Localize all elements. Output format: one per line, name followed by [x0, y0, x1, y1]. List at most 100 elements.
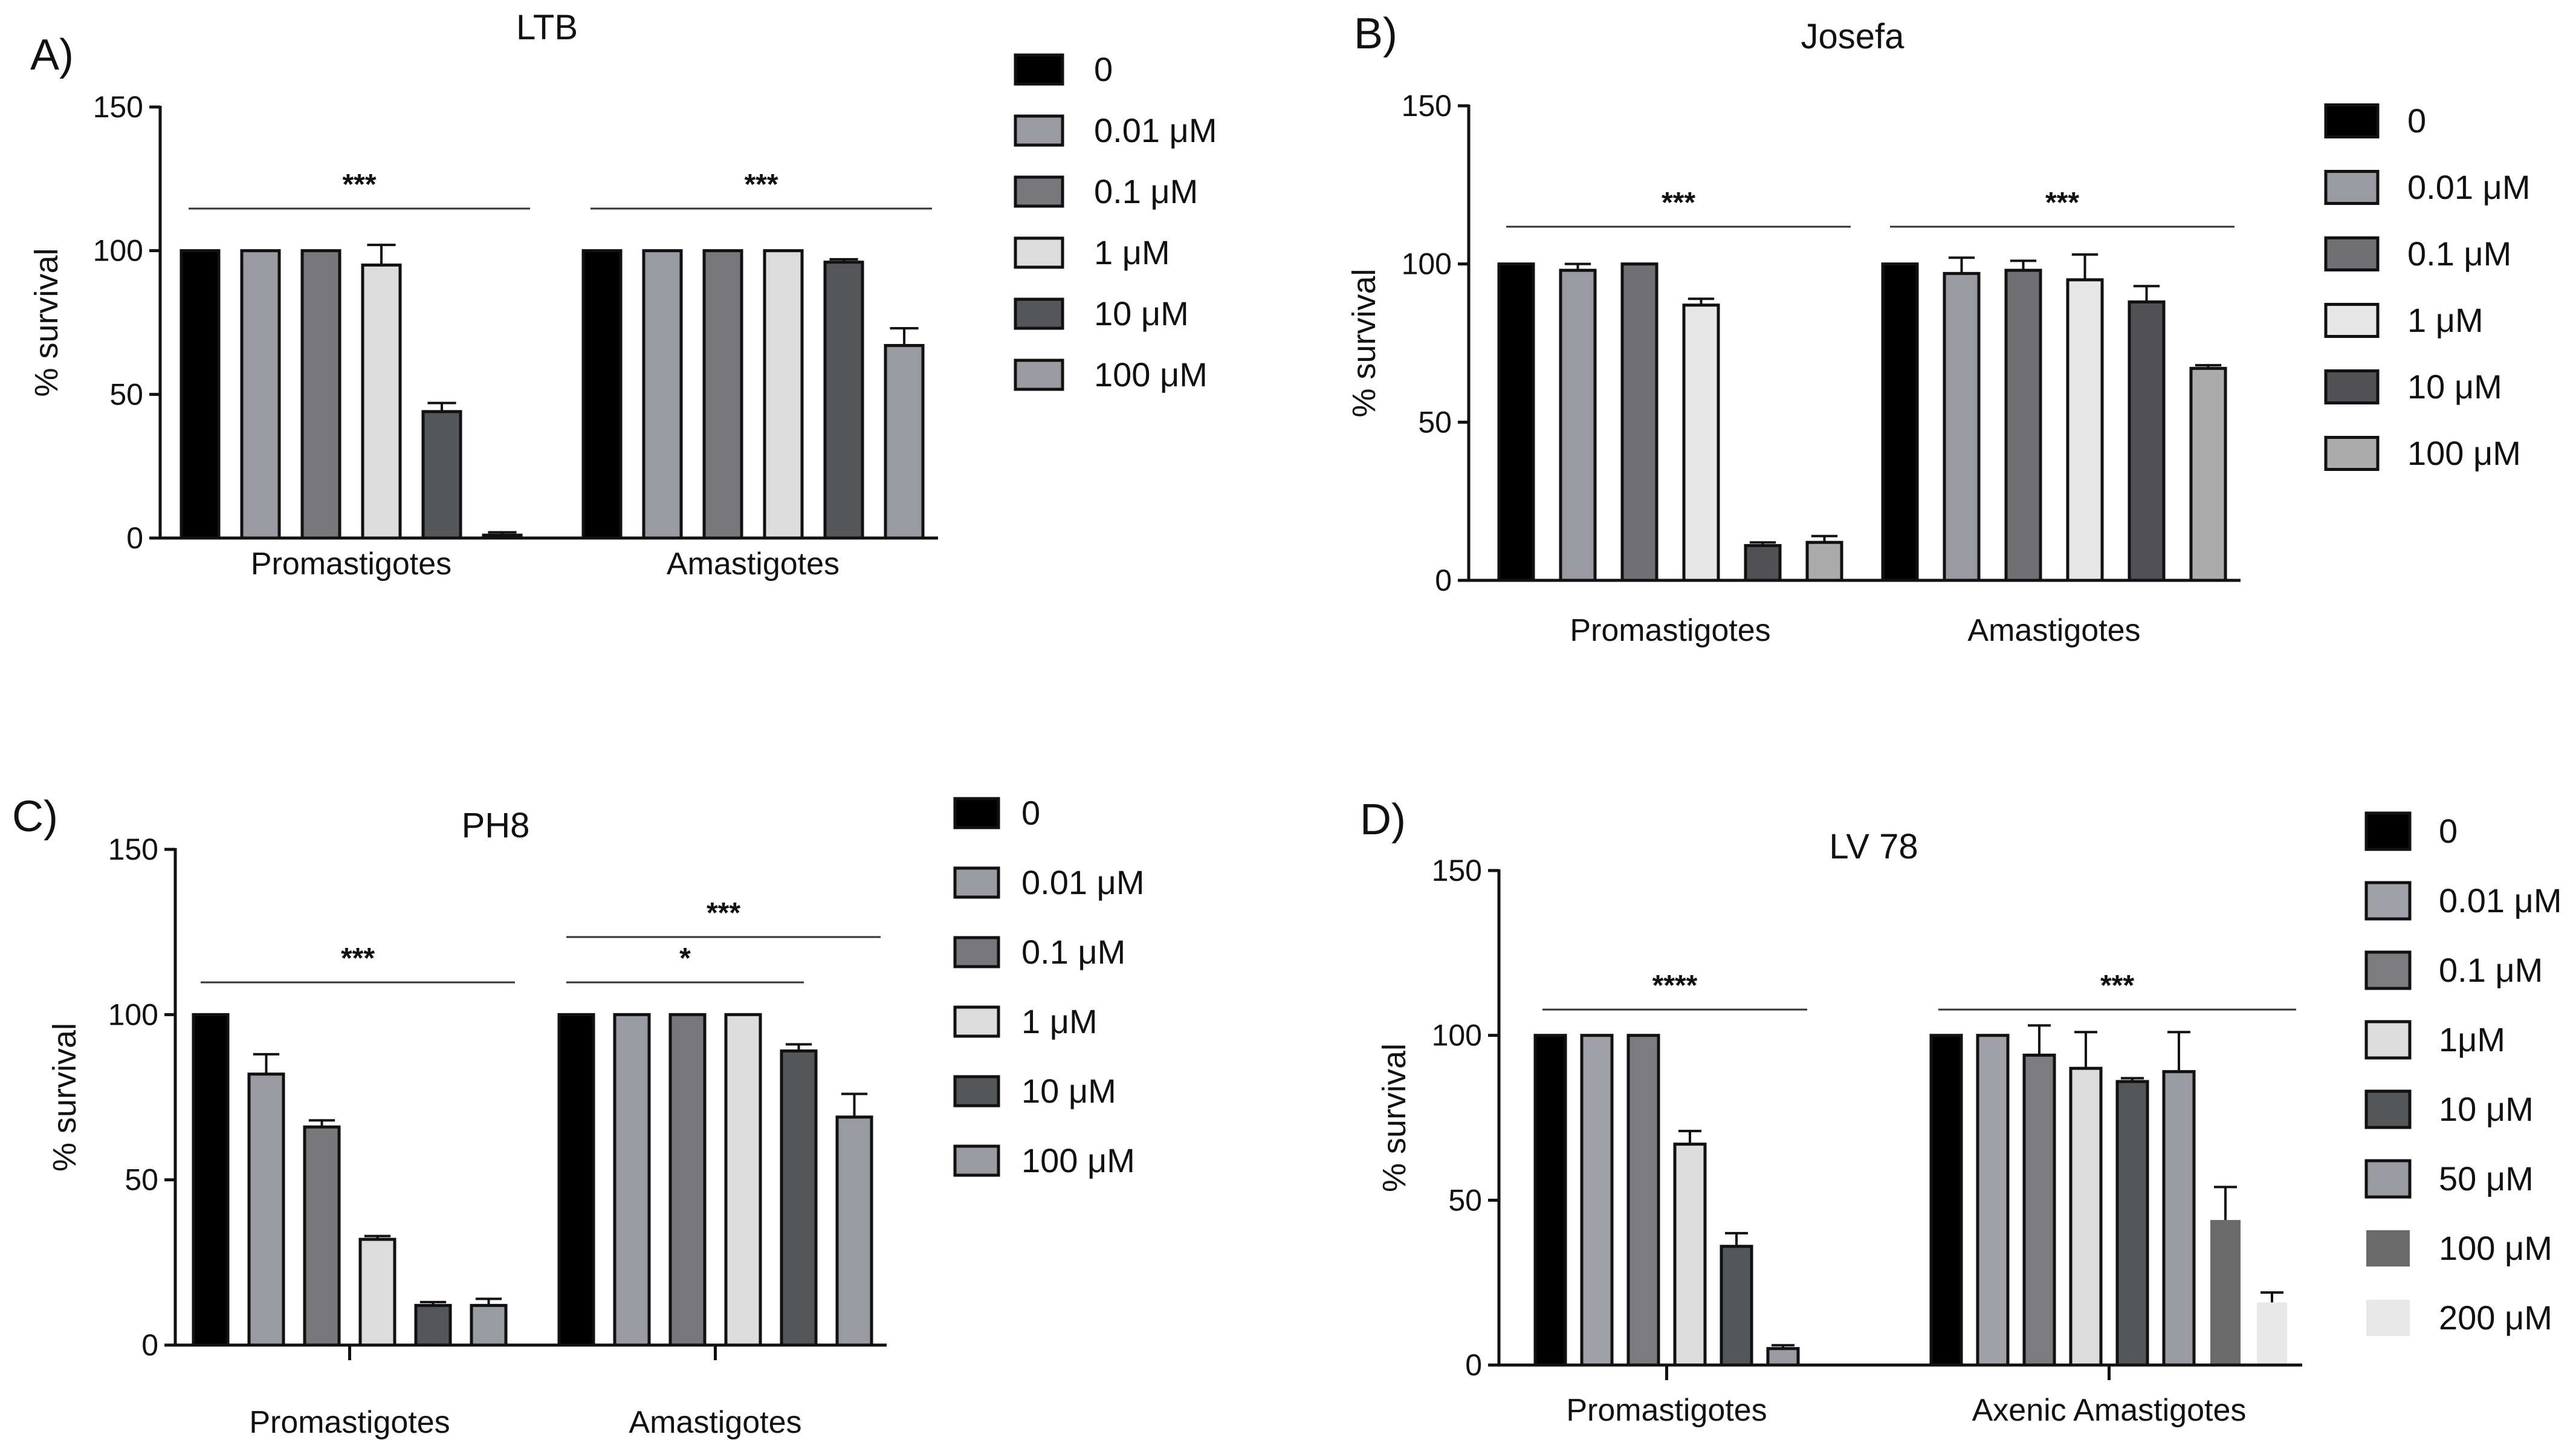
significance-label: *** — [2045, 187, 2079, 219]
bar-1-3 — [303, 1125, 341, 1347]
bar-1-2 — [247, 1072, 285, 1347]
bar-1-6 — [470, 1303, 508, 1347]
bar-1-1 — [180, 249, 221, 540]
legend-swatch — [2366, 1230, 2410, 1266]
error-bar — [2028, 1024, 2051, 1056]
bar-2-3 — [2004, 268, 2042, 582]
error-bar — [475, 1297, 502, 1306]
y-tick-label: 100 — [108, 997, 158, 1031]
bar-1-4 — [1673, 1143, 1707, 1367]
legend-swatch — [2364, 1159, 2412, 1199]
group-label: Axenic Amastigotes — [1972, 1393, 2247, 1428]
legend-swatch — [2324, 369, 2380, 404]
legend-swatch — [2364, 811, 2412, 851]
error-bar — [2010, 259, 2037, 271]
bar-1-3 — [1626, 1034, 1660, 1367]
chart-panel-3: C) PH8 0 50 100 150 % survival Promastigotes Ama… — [12, 793, 1144, 1440]
y-tick-label: 150 — [93, 90, 143, 124]
bar-2-2 — [642, 249, 683, 540]
bar-1-2 — [1559, 268, 1597, 582]
bar-2-1 — [1929, 1034, 1963, 1367]
group-label: Promastigotes — [251, 546, 451, 582]
legend-swatch — [1014, 53, 1064, 86]
error-bar — [364, 1234, 391, 1240]
legend-swatch — [2364, 1089, 2412, 1129]
y-tick-label: 0 — [126, 521, 143, 555]
significance-label: *** — [342, 169, 376, 201]
bar-2-2 — [1976, 1034, 2010, 1367]
legend-label: 0 — [1094, 50, 1113, 88]
legend-label: 1 μM — [1021, 1002, 1098, 1040]
legend-label: 0.01 μM — [1021, 863, 1144, 901]
significance-label: *** — [1662, 187, 1695, 219]
bar-2-6 — [884, 344, 925, 540]
significance-label: * — [679, 942, 691, 975]
chart-panel-1: A) LTB 0 50 100 150 % survival Promastigotes Ama… — [28, 8, 1217, 582]
error-bar — [2260, 1291, 2283, 1303]
bar-2-1 — [557, 1013, 595, 1347]
error-bar — [1811, 534, 1838, 543]
error-bar — [2121, 1077, 2144, 1082]
y-tick-label: 0 — [1435, 563, 1452, 597]
bar-2-6 — [835, 1115, 873, 1347]
y-tick-label: 0 — [1465, 1348, 1482, 1382]
bar-2-8 — [2257, 1302, 2287, 1365]
bar-2-4 — [763, 249, 804, 540]
significance-label: *** — [341, 942, 375, 975]
bar-2-4 — [2066, 278, 2104, 582]
chart-panel-2: B) Josefa 0 50 100 150 % survival Promastigotes… — [1346, 10, 2530, 648]
legend-swatch — [2364, 1020, 2412, 1060]
legend-label: 0.01 μM — [2407, 168, 2530, 206]
significance-label: *** — [2100, 970, 2134, 1002]
chart-title: LV 78 — [1829, 827, 1918, 866]
bar-1-6 — [1805, 540, 1843, 582]
legend-swatch — [2364, 950, 2412, 990]
bar-2-4 — [2069, 1066, 2103, 1367]
legend-swatch — [2324, 303, 2380, 338]
legend-label: 1 μM — [1094, 233, 1170, 271]
bar-1-3 — [1620, 262, 1659, 582]
error-bar — [785, 1043, 812, 1051]
bar-1-6 — [1766, 1347, 1800, 1367]
bar-2-1 — [581, 249, 623, 540]
y-tick-label: 50 — [109, 377, 143, 411]
legend-label: 1 μM — [2407, 301, 2484, 339]
error-bar — [419, 1300, 447, 1306]
legend-swatch — [1014, 175, 1064, 208]
bar-1-2 — [240, 249, 281, 540]
legend-label: 0.1 μM — [2407, 235, 2511, 273]
bar-2-6 — [2162, 1070, 2196, 1367]
bar-2-1 — [1881, 262, 1919, 582]
legend-swatch — [2324, 436, 2380, 471]
error-bar — [367, 244, 396, 265]
y-tick-label: 50 — [1418, 405, 1452, 439]
error-bar — [841, 1092, 868, 1117]
panel-letter: A) — [30, 31, 74, 79]
y-axis-title: % survival — [1346, 268, 1382, 417]
y-tick-label: 50 — [125, 1163, 158, 1197]
group-label: Amastigotes — [1967, 613, 2140, 648]
error-bar — [890, 327, 919, 346]
bar-1-5 — [421, 410, 462, 540]
legend-label: 10 μM — [2407, 368, 2502, 406]
legend-swatch — [953, 1075, 1000, 1108]
error-bar — [1725, 1231, 1748, 1247]
legend-swatch — [953, 866, 1000, 899]
legend-label: 100 μM — [2407, 434, 2521, 472]
error-bar — [488, 531, 517, 536]
legend-label: 10 μM — [2439, 1090, 2534, 1128]
chart-title: LTB — [516, 8, 578, 47]
legend-label: 0.01 μM — [2439, 881, 2561, 919]
error-bar — [253, 1052, 280, 1074]
bar-1-4 — [358, 1237, 396, 1347]
significance-label: *** — [707, 897, 740, 929]
y-tick-label: 100 — [1432, 1019, 1482, 1052]
error-bar — [2214, 1185, 2237, 1221]
legend-label: 0.1 μM — [1094, 172, 1198, 210]
legend-label: 10 μM — [1094, 294, 1189, 332]
significance-label: *** — [744, 169, 778, 201]
bar-2-5 — [2128, 300, 2166, 582]
bar-1-1 — [192, 1013, 230, 1347]
y-tick-label: 50 — [1448, 1183, 1482, 1217]
